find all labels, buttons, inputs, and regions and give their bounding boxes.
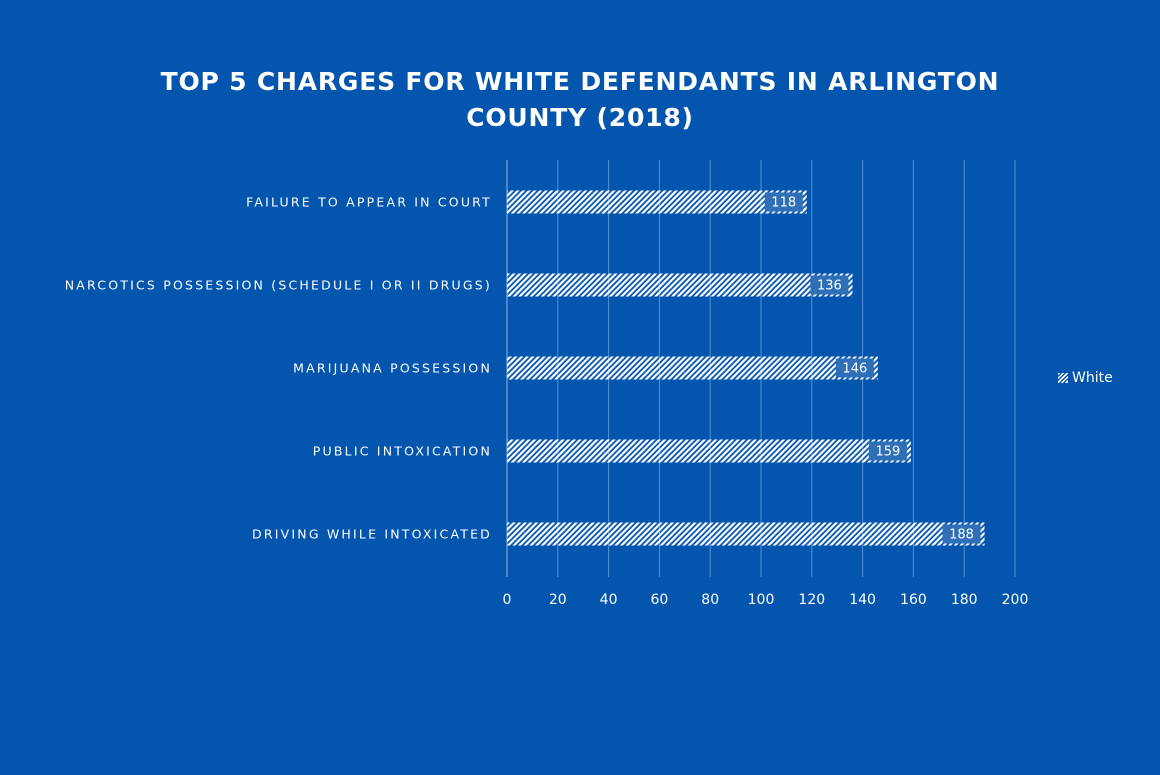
data-label-box	[868, 441, 907, 461]
legend-label-white: White	[1072, 370, 1113, 386]
data-label: 146	[842, 362, 867, 377]
data-label: 188	[949, 528, 974, 543]
x-tick-label: 0	[503, 592, 512, 608]
x-tick-label: 200	[1002, 592, 1029, 608]
x-tick-label: 120	[798, 592, 825, 608]
x-tick-label: 20	[549, 592, 567, 608]
data-label: 159	[875, 445, 900, 460]
category-label: MARIJUANA POSSESSION	[293, 361, 492, 376]
data-label-box	[835, 358, 874, 378]
bar	[507, 356, 878, 380]
data-label: 136	[817, 279, 842, 294]
data-label: 118	[771, 196, 796, 211]
category-label: PUBLIC INTOXICATION	[313, 444, 492, 459]
legend-swatch-white	[1058, 373, 1068, 383]
x-tick-label: 100	[748, 592, 775, 608]
bar	[507, 439, 911, 463]
x-tick-label: 80	[701, 592, 719, 608]
data-label-box	[942, 524, 981, 544]
data-label-box	[810, 275, 849, 295]
chart-title: TOP 5 CHARGES FOR WHITE DEFENDANTS IN AR…	[160, 67, 1000, 132]
bar	[507, 273, 853, 297]
category-label: DRIVING WHILE INTOXICATED	[252, 527, 492, 542]
category-label: NARCOTICS POSSESSION (SCHEDULE I OR II D…	[65, 278, 492, 293]
data-label-box	[764, 192, 803, 212]
bar	[507, 522, 985, 546]
x-tick-label: 160	[900, 592, 927, 608]
x-tick-label: 140	[849, 592, 876, 608]
category-label: FAILURE TO APPEAR IN COURT	[246, 195, 492, 210]
x-tick-label: 60	[650, 592, 668, 608]
x-tick-label: 40	[600, 592, 618, 608]
bar	[507, 190, 807, 214]
x-tick-label: 180	[951, 592, 978, 608]
chart-legend: White	[1058, 370, 1113, 386]
